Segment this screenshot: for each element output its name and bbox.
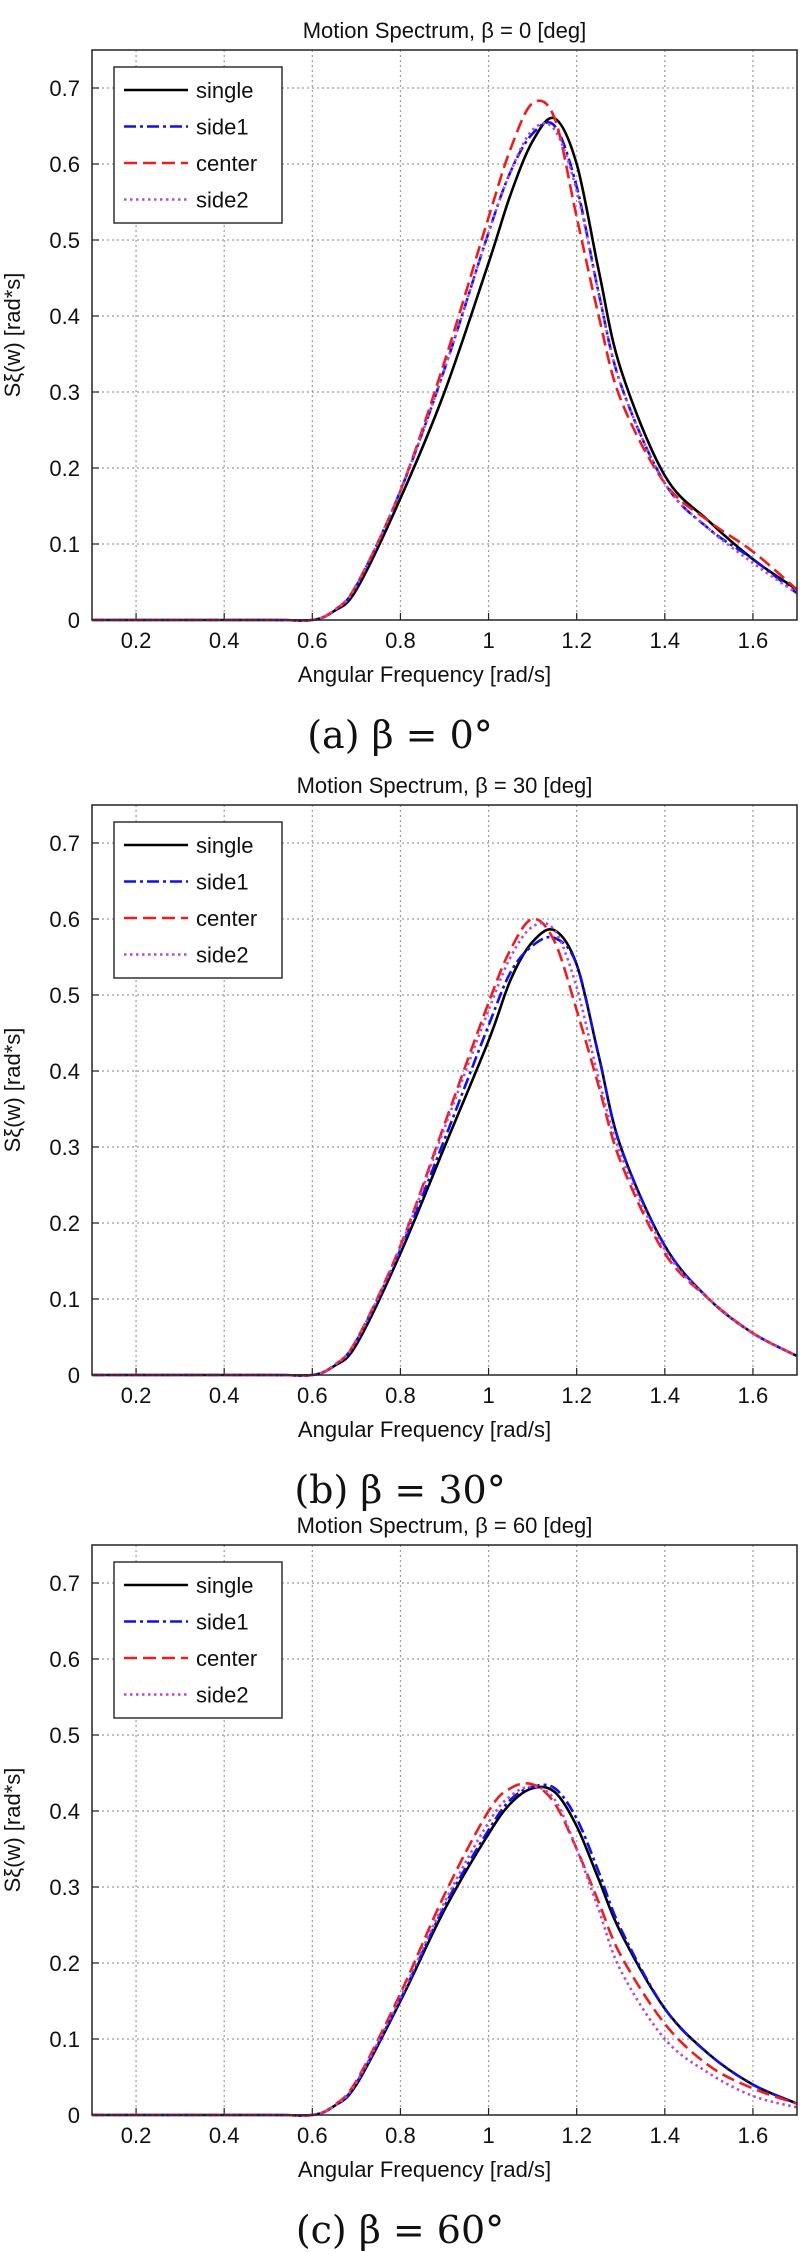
y-tick-label: 0.7 xyxy=(49,76,80,101)
x-tick-label: 0.4 xyxy=(209,628,240,653)
chart-title: Motion Spectrum, β = 60 [deg] xyxy=(297,1513,593,1538)
y-tick-label: 0.7 xyxy=(49,1571,80,1596)
legend-label: side1 xyxy=(196,870,249,895)
y-tick-label: 0.5 xyxy=(49,983,80,1008)
series-line-side2 xyxy=(91,921,798,1378)
legend-box xyxy=(113,66,283,224)
legend: single side1 center side2 xyxy=(113,66,283,224)
legend-label: single xyxy=(196,1573,253,1598)
legend-label: center xyxy=(196,1646,257,1671)
legend-box xyxy=(113,821,283,979)
x-axis-label: Angular Frequency [rad/s] xyxy=(298,1417,551,1442)
legend-label: side2 xyxy=(196,943,249,968)
x-axis-label: Angular Frequency [rad/s] xyxy=(298,2157,551,2182)
y-tick-label: 0.6 xyxy=(49,1647,80,1672)
x-tick-label: 0.6 xyxy=(297,1383,328,1408)
plot-frame xyxy=(91,1544,798,2116)
chart-panel-2: Motion Spectrum, β = 30 [deg] 0.2 0.4 0.6 0.… xyxy=(0,773,798,1512)
y-tick-label: 0.3 xyxy=(49,1875,80,1900)
x-tick-label: 1.6 xyxy=(738,628,769,653)
legend-label: single xyxy=(196,78,253,103)
legend-label: side1 xyxy=(196,1610,249,1635)
x-tick-label: 1.2 xyxy=(561,628,592,653)
legend-label: center xyxy=(196,906,257,931)
y-tick-label: 0 xyxy=(68,1363,80,1388)
y-tick-label: 0.5 xyxy=(49,1723,80,1748)
figure-caption: (a) β = 0° xyxy=(307,713,493,757)
x-tick-label: 0.2 xyxy=(121,2123,152,2148)
y-tick-label: 0.1 xyxy=(49,1287,80,1312)
x-tick-label: 0.4 xyxy=(209,2123,240,2148)
y-axis-label: Sξ(w) [rad*s] xyxy=(0,273,25,398)
y-tick-label: 0.3 xyxy=(49,380,80,405)
x-tick-label: 1.2 xyxy=(561,1383,592,1408)
legend: single side1 center side2 xyxy=(113,1561,283,1719)
x-tick-label: 0.8 xyxy=(385,2123,416,2148)
series-line-side2 xyxy=(92,122,798,623)
x-tick-label: 0.2 xyxy=(121,628,152,653)
x-tick-label: 0.8 xyxy=(385,1383,416,1408)
y-tick-label: 0.2 xyxy=(49,456,80,481)
x-tick-label: 1.4 xyxy=(650,1383,681,1408)
y-tick-label: 0.6 xyxy=(49,152,80,177)
x-tick-label: 1.2 xyxy=(561,2123,592,2148)
series-line-center xyxy=(92,1782,798,2118)
plot-frame xyxy=(91,804,798,1376)
figure-caption: (c) β = 60° xyxy=(296,2208,504,2252)
legend-label: side2 xyxy=(196,188,249,213)
series-line-side2 xyxy=(92,1785,798,2117)
y-tick-label: 0.1 xyxy=(49,532,80,557)
x-axis-label: Angular Frequency [rad/s] xyxy=(298,662,551,687)
y-axis-label: Sξ(w) [rad*s] xyxy=(0,1768,25,1893)
y-tick-label: 0.3 xyxy=(49,1135,80,1160)
figure-caption: (b) β = 30° xyxy=(294,1468,505,1512)
y-tick-label: 0.6 xyxy=(49,907,80,932)
x-tick-label: 1 xyxy=(482,1383,494,1408)
legend-label: single xyxy=(196,833,253,858)
chart-title: Motion Spectrum, β = 0 [deg] xyxy=(303,18,587,43)
y-tick-label: 0.2 xyxy=(49,1951,80,1976)
y-tick-label: 0.4 xyxy=(49,304,80,329)
chart-panel-3: Motion Spectrum, β = 60 [deg] 0.2 0.4 0.6 0.… xyxy=(0,1513,798,2252)
x-tick-label: 0.8 xyxy=(385,628,416,653)
chart-title: Motion Spectrum, β = 30 [deg] xyxy=(297,773,593,798)
plot-frame xyxy=(91,49,798,621)
y-tick-label: 0 xyxy=(68,2103,80,2128)
x-tick-label: 0.2 xyxy=(121,1383,152,1408)
x-tick-label: 1.4 xyxy=(650,2123,681,2148)
y-tick-label: 0.1 xyxy=(49,2027,80,2052)
legend: single side1 center side2 xyxy=(113,821,283,979)
chart-panel-1: Motion Spectrum, β = 0 [deg] 0.2 0.4 0.6 0.8… xyxy=(0,18,798,757)
y-tick-label: 0.7 xyxy=(49,831,80,856)
legend-label: side2 xyxy=(196,1683,249,1708)
series-line-center xyxy=(91,917,798,1378)
y-tick-label: 0.2 xyxy=(49,1211,80,1236)
series-line-center xyxy=(92,99,798,623)
x-tick-label: 1 xyxy=(482,2123,494,2148)
x-tick-label: 0.6 xyxy=(297,2123,328,2148)
x-tick-label: 0.4 xyxy=(209,1383,240,1408)
x-tick-label: 1.4 xyxy=(650,628,681,653)
x-tick-label: 1.6 xyxy=(738,2123,769,2148)
y-tick-label: 0.4 xyxy=(49,1799,80,1824)
legend-label: center xyxy=(196,151,257,176)
x-tick-label: 0.6 xyxy=(297,628,328,653)
x-tick-label: 1 xyxy=(482,628,494,653)
y-tick-label: 0 xyxy=(68,608,80,633)
y-tick-label: 0.5 xyxy=(49,228,80,253)
x-tick-label: 1.6 xyxy=(738,1383,769,1408)
legend-label: side1 xyxy=(196,115,249,140)
y-tick-label: 0.4 xyxy=(49,1059,80,1084)
legend-box xyxy=(113,1561,283,1719)
y-axis-label: Sξ(w) [rad*s] xyxy=(0,1028,25,1153)
